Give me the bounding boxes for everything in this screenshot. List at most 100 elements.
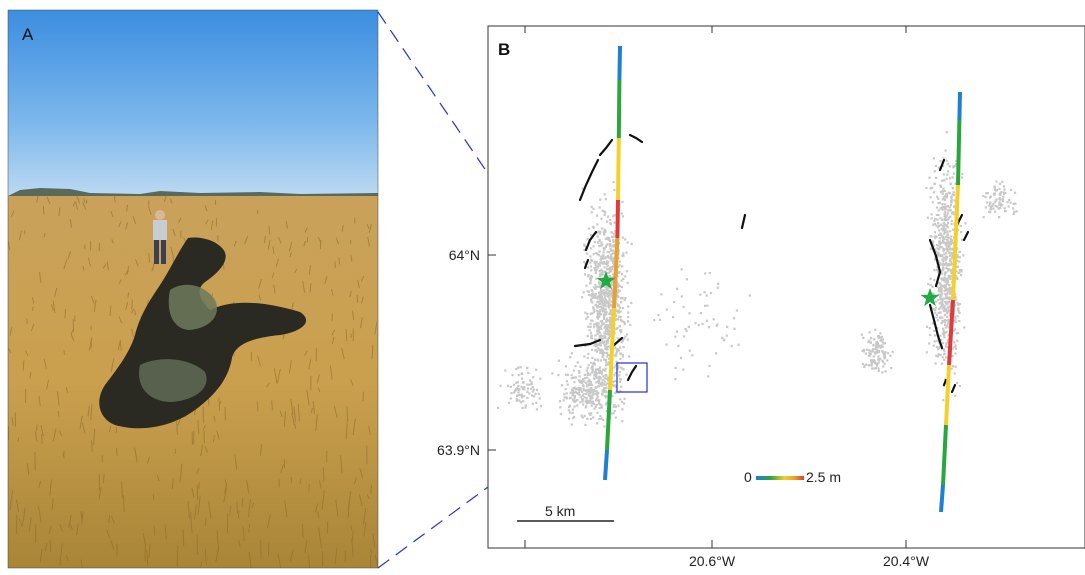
aftershock-dot [870, 364, 873, 367]
aftershock-dot [955, 332, 958, 335]
aftershock-dot [930, 213, 933, 216]
aftershock-dot [600, 324, 603, 327]
y-tick-label: 64°N [449, 247, 480, 263]
grass-blade [273, 284, 276, 294]
fault-east-seg [957, 91, 962, 121]
aftershock-dot [605, 260, 609, 263]
aftershock-dot [600, 217, 603, 220]
aftershock-dot [590, 319, 593, 322]
aftershock-dot [932, 308, 935, 311]
aftershock-dot [606, 243, 609, 246]
aftershock-dot [615, 349, 618, 352]
aftershock-dot [583, 244, 586, 247]
aftershock-dot [598, 294, 601, 297]
aftershock-dot [603, 315, 606, 318]
aftershock-dot [520, 385, 523, 388]
aftershock-dot [955, 159, 958, 163]
aftershock-dot [586, 266, 589, 269]
aftershock-dot [943, 336, 946, 339]
aftershock-dot [608, 321, 612, 324]
distance-scale-label: 5 km [545, 503, 575, 519]
aftershock-dot [942, 173, 945, 176]
aftershock-dot [606, 328, 609, 331]
aftershock-dot [602, 341, 605, 345]
aftershock-dot [532, 376, 535, 379]
aftershock-dot [606, 236, 609, 239]
aftershock-dot [995, 189, 998, 192]
aftershock-dot [954, 317, 957, 320]
aftershock-dot [623, 402, 626, 405]
aftershock-dot [587, 274, 590, 277]
aftershock-dot [881, 341, 884, 344]
aftershock-dot [625, 373, 628, 376]
aftershock-dot [948, 309, 951, 312]
grass-blade [278, 237, 282, 244]
aftershock-dot [595, 390, 598, 393]
aftershock-dot [874, 351, 878, 354]
grass-blade [233, 240, 237, 247]
grass-blade [46, 196, 51, 205]
aftershock-dot [619, 315, 622, 318]
aftershock-dot [599, 359, 602, 362]
aftershock-dot [949, 276, 952, 279]
aftershock-dot [948, 177, 952, 180]
aftershock-dot [611, 235, 614, 238]
aftershock-dot [947, 244, 950, 247]
aftershock-dot [960, 274, 963, 277]
aftershock-dot [613, 366, 616, 369]
aftershock-dot [600, 289, 603, 292]
aftershock-dot [618, 264, 621, 267]
aftershock-dot [935, 250, 938, 253]
aftershock-dot [535, 368, 538, 371]
aftershock-dot [609, 335, 612, 338]
aftershock-dot [927, 283, 930, 286]
grass-blade [8, 348, 12, 354]
grass-blade [134, 310, 137, 316]
aftershock-dot [598, 297, 601, 300]
aftershock-dot [935, 243, 938, 247]
grass-blade [361, 296, 364, 304]
aftershock-dot [598, 335, 601, 338]
grass-blade [291, 412, 295, 426]
aftershock-dot [1001, 180, 1004, 183]
aftershock-dot [934, 164, 937, 168]
aftershock-dot [574, 365, 577, 368]
aftershock-dot [1012, 207, 1015, 210]
aftershock-dot [660, 293, 663, 296]
aftershock-dot [582, 403, 585, 406]
aftershock-dot [602, 262, 605, 265]
grass-blade [248, 524, 251, 533]
aftershock-dot [590, 205, 593, 208]
aftershock-dot [603, 233, 606, 236]
aftershock-dot [748, 294, 751, 297]
aftershock-dot [597, 310, 600, 313]
aftershock-dot [941, 255, 944, 258]
aftershock-dot [587, 364, 590, 367]
aftershock-dot [947, 216, 951, 219]
grass-blade [256, 401, 259, 412]
grass-blade [306, 236, 309, 243]
aftershock-dot [604, 262, 607, 265]
aftershock-dot [609, 244, 612, 247]
aftershock-dot [943, 305, 946, 308]
slip-color-scale [756, 476, 804, 480]
aftershock-dot [526, 390, 529, 393]
grass-blade [304, 227, 308, 233]
aftershock-dot [601, 337, 604, 340]
aftershock-dot [949, 260, 952, 263]
aftershock-dot [618, 380, 621, 383]
aftershock-dot [954, 164, 957, 168]
aftershock-dot [591, 391, 594, 394]
aftershock-dot [604, 270, 607, 273]
grass-blade [76, 523, 79, 536]
aftershock-dot [1007, 205, 1010, 208]
aftershock-dot [982, 216, 985, 219]
grass-blade [345, 328, 348, 342]
aftershock-dot [590, 289, 593, 292]
grass-blade [251, 502, 255, 509]
grass-blade [118, 221, 122, 228]
grass-blade [351, 538, 354, 557]
grass-blade [374, 322, 378, 335]
aftershock-dot [940, 303, 943, 306]
aftershock-dot [590, 391, 593, 394]
